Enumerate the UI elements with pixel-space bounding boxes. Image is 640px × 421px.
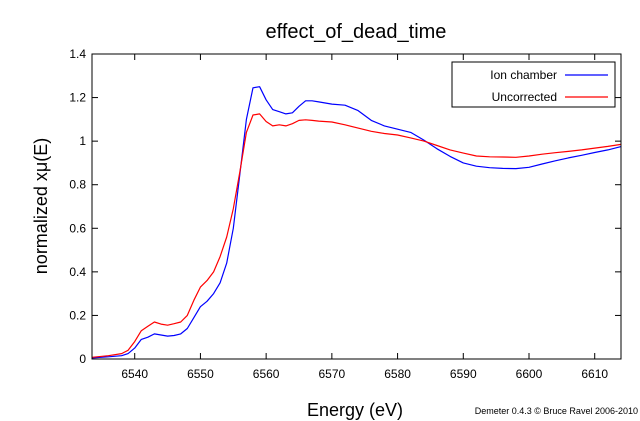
y-tick-label: 1.2 — [69, 91, 86, 105]
legend-label-ion-chamber: Ion chamber — [490, 68, 557, 82]
legend-label-uncorrected: Uncorrected — [492, 90, 557, 104]
legend: Ion chamber Uncorrected — [451, 61, 616, 108]
y-tick-label: 0.8 — [69, 178, 86, 192]
y-tick-label: 1.4 — [69, 47, 86, 61]
x-axis-label: Energy (eV) — [307, 400, 403, 420]
y-axis-label: normalized xμ(E) — [31, 138, 51, 274]
x-tick-label: 6570 — [319, 367, 346, 381]
x-tick-label: 6590 — [450, 367, 477, 381]
credit-text: Demeter 0.4.3 © Bruce Ravel 2006-2010 — [475, 406, 638, 416]
ion-chamber-line — [91, 86, 622, 359]
legend-box — [451, 61, 616, 108]
plot-frame — [91, 53, 622, 360]
y-tick-label: 0.4 — [69, 265, 86, 279]
plot-lines — [91, 86, 622, 359]
x-tick-label: 6550 — [187, 367, 214, 381]
x-tick-label: 6560 — [253, 367, 280, 381]
uncorrected-line — [91, 113, 622, 358]
x-tick-label: 6600 — [516, 367, 543, 381]
y-tick-label: 0 — [79, 352, 86, 366]
x-tick-label: 6580 — [384, 367, 411, 381]
axis-ticks: 6540 6550 6560 6570 6580 6590 6600 6610 0 0.2 0.4 0… — [69, 47, 621, 381]
x-tick-label: 6610 — [581, 367, 608, 381]
y-tick-label: 0.6 — [69, 221, 86, 235]
x-tick-label: 6540 — [121, 367, 148, 381]
y-tick-label: 0.2 — [69, 308, 86, 322]
chart-title: effect_of_dead_time — [266, 21, 447, 43]
y-tick-label: 1 — [79, 134, 86, 148]
